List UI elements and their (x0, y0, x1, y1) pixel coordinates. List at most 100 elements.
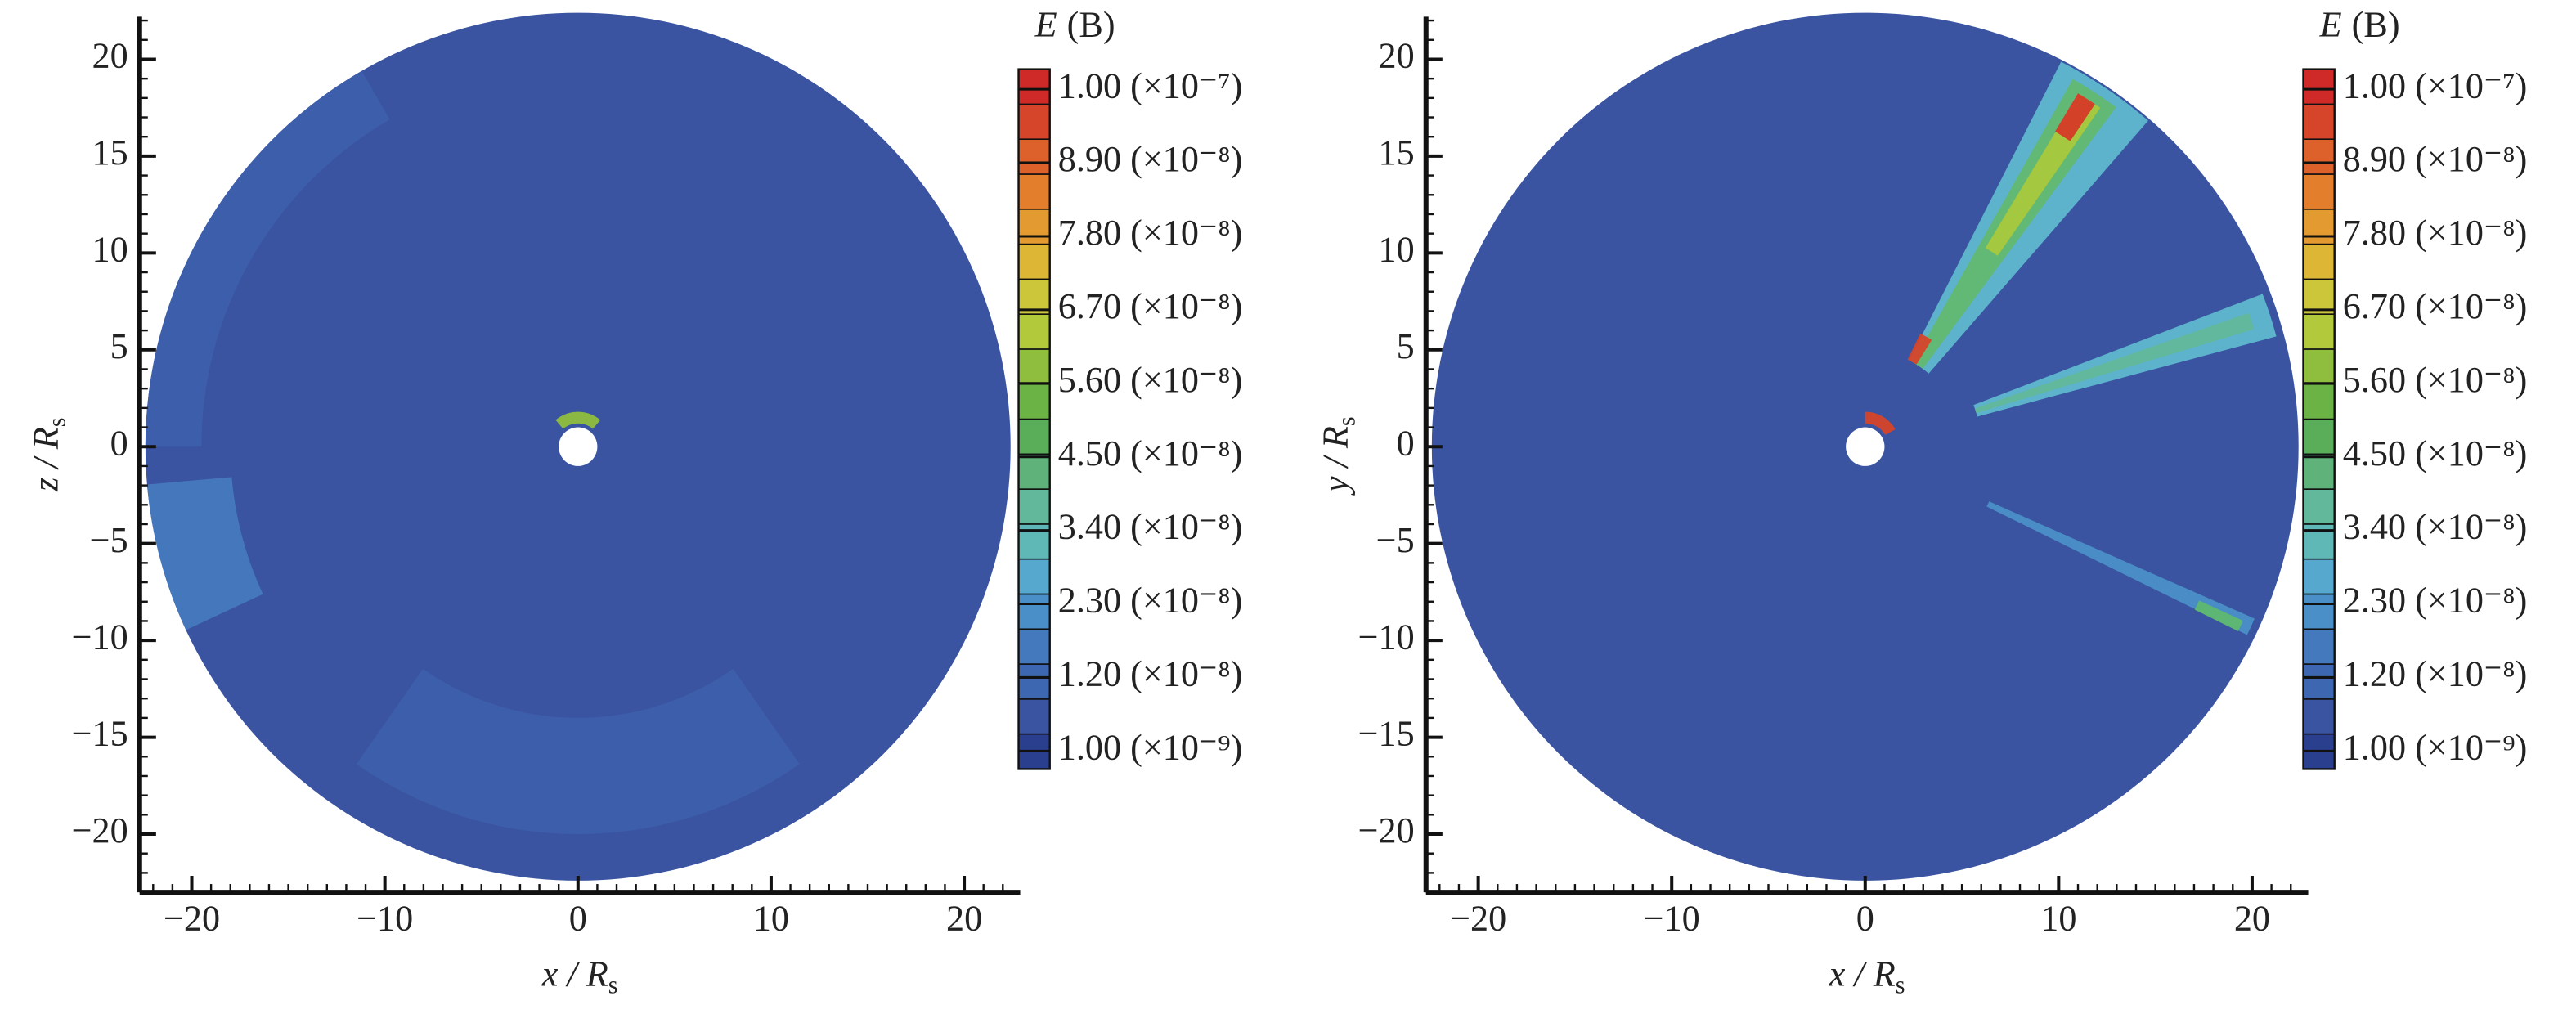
x-axis-label: x / Rs (1829, 954, 1905, 999)
x-axis-label-main: x / R (1829, 954, 1896, 994)
x-tick-label: 0 (1856, 898, 1874, 938)
y-tick-label: 15 (1379, 132, 1415, 173)
colorbar-title: E (B) (2319, 5, 2400, 45)
y-axis-label-main: z / R (25, 427, 65, 492)
y-tick-label: −5 (1376, 520, 1415, 560)
x-axis-label-sub: s (1896, 971, 1905, 999)
colorbar-title: E (B) (1034, 5, 1115, 45)
y-tick-label: −15 (72, 714, 128, 754)
colorbar-tick-label: 8.90 (×10⁻⁸) (1058, 139, 1243, 179)
colorbar-band (1017, 628, 1051, 665)
colorbar-band (2302, 558, 2336, 595)
colorbar-tick-label: 6.70 (×10⁻⁸) (2343, 286, 2528, 326)
y-tick-label: 10 (92, 229, 128, 269)
x-tick-label: −20 (164, 898, 220, 938)
colorbar-tick-label: 1.20 (×10⁻⁸) (2343, 654, 2528, 694)
field-feature (1865, 411, 1896, 436)
colorbar-tick-label: 5.60 (×10⁻⁸) (1058, 360, 1243, 400)
y-axis-label-sub: s (1332, 416, 1360, 426)
field-feature (146, 477, 263, 630)
colorbar-tick-label: 5.60 (×10⁻⁸) (2343, 360, 2528, 400)
colorbar-band (2302, 348, 2336, 385)
y-tick-label: −10 (1358, 617, 1415, 657)
y-axis-label-sub: s (43, 418, 70, 428)
colorbar-band (1017, 243, 1051, 280)
field-feature (2194, 600, 2243, 631)
colorbar-band (2302, 698, 2336, 735)
colorbar-band (1017, 278, 1051, 315)
colorbar-band (1017, 68, 1051, 105)
field-feature (555, 411, 601, 429)
colorbar-band (2302, 243, 2336, 280)
y-tick-label: −20 (1358, 810, 1415, 850)
colorbar-tick-label: 2.30 (×10⁻⁸) (1058, 581, 1243, 621)
y-tick-label: 5 (1397, 326, 1415, 366)
inner-hole (559, 427, 598, 466)
colorbar-band (1017, 558, 1051, 595)
colorbar-band (1017, 348, 1051, 385)
colorbar-band (1017, 173, 1051, 210)
colorbar-band (2302, 453, 2336, 490)
x-axis-label-sub: s (608, 971, 618, 999)
colorbar-title-symbol: E (1034, 5, 1057, 45)
colorbar-tick-label: 8.90 (×10⁻⁸) (2343, 139, 2528, 179)
colorbar-band (2302, 103, 2336, 141)
colorbar-band (2302, 68, 2336, 105)
colorbar-band (1017, 103, 1051, 141)
colorbar-title-rest: (B) (2352, 5, 2400, 45)
x-tick-label: 10 (753, 898, 789, 938)
colorbar-band (1017, 453, 1051, 490)
colorbar-title-symbol: E (2319, 5, 2342, 45)
x-tick-label: −10 (1644, 898, 1700, 938)
colorbar-band (2302, 663, 2336, 700)
y-axis-label-main: y / R (1315, 426, 1355, 496)
colorbar-band (1017, 383, 1051, 420)
colorbar-band (2302, 628, 2336, 665)
x-tick-label: 20 (2234, 898, 2270, 938)
colorbar-tick-label: 3.40 (×10⁻⁸) (1058, 507, 1243, 547)
colorbar-band (1017, 418, 1051, 455)
field-feature (1986, 501, 2255, 635)
y-axis-label: y / Rs (1315, 416, 1360, 496)
colorbar-band (2302, 138, 2336, 175)
colorbar-band (1017, 698, 1051, 735)
x-tick-label: 0 (569, 898, 587, 938)
y-tick-label: 0 (110, 423, 128, 463)
field-feature (1974, 312, 2255, 414)
colorbar-tick-label: 3.40 (×10⁻⁸) (2343, 507, 2528, 547)
x-axis-label: x / Rs (541, 954, 618, 999)
colorbar-band (2302, 313, 2336, 350)
inner-hole (1846, 427, 1885, 466)
colorbar-band (2302, 173, 2336, 210)
colorbar-tick-label: 1.00 (×10⁻⁹) (2343, 727, 2528, 767)
y-tick-label: 5 (110, 326, 128, 366)
field-feature (1907, 333, 1932, 365)
x-tick-label: −20 (1450, 898, 1506, 938)
x-axis-label-main: x / R (541, 954, 608, 994)
y-tick-label: −5 (90, 520, 128, 560)
colorbar-tick-label: 7.80 (×10⁻⁸) (1058, 213, 1243, 253)
colorbar-band (1017, 138, 1051, 175)
colorbar-tick-label: 1.00 (×10⁻⁹) (1058, 727, 1243, 767)
x-tick-label: 10 (2040, 898, 2076, 938)
field-feature (2054, 93, 2095, 141)
colorbar-tick-label: 1.20 (×10⁻⁸) (1058, 654, 1243, 694)
y-tick-label: 20 (92, 36, 128, 76)
y-tick-label: −10 (72, 617, 128, 657)
x-tick-label: 20 (946, 898, 982, 938)
field-feature (356, 668, 800, 835)
colorbar-tick-label: 1.00 (×10⁻⁷) (1058, 65, 1243, 105)
colorbar-title-rest: (B) (1067, 5, 1115, 45)
field-feature (145, 70, 390, 447)
colorbar-frame (2302, 68, 2336, 770)
colorbar-tick-label: 7.80 (×10⁻⁸) (2343, 213, 2528, 253)
y-tick-label: −20 (72, 810, 128, 850)
colorbar-band (1017, 663, 1051, 700)
colorbar-tick-label: 1.00 (×10⁻⁷) (2343, 65, 2528, 105)
colorbar-tick-label: 6.70 (×10⁻⁸) (1058, 286, 1243, 326)
colorbar-band (2302, 418, 2336, 455)
